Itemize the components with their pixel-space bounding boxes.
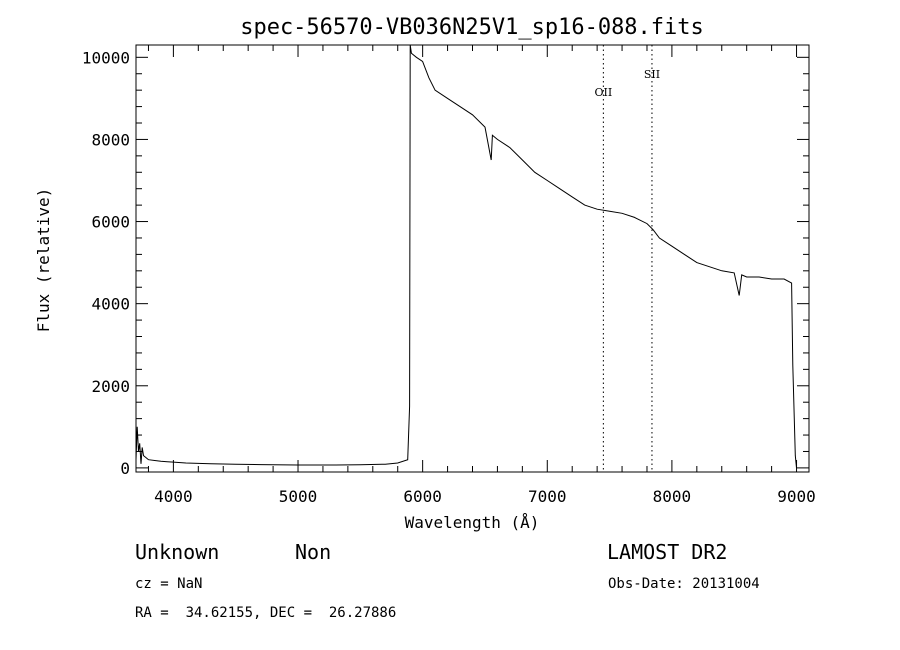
observation-date: Obs-Date: 20131004 bbox=[608, 576, 760, 592]
spectrum-series bbox=[135, 44, 797, 468]
redshift-cz: cz = NaN bbox=[135, 576, 203, 592]
x-tick-label: 7000 bbox=[528, 487, 567, 506]
x-tick-label: 9000 bbox=[777, 487, 816, 506]
x-axis-ticks: 4000 5000 6000 7000 8000 9000 bbox=[147, 45, 816, 506]
y-axis-ticks: 0 2000 4000 6000 8000 10000 bbox=[82, 48, 809, 478]
x-tick-label: 5000 bbox=[279, 487, 318, 506]
chart-title: spec-56570-VB036N25V1_sp16-088.fits bbox=[240, 15, 704, 40]
y-tick-label: 6000 bbox=[91, 213, 130, 232]
object-class: Unknown bbox=[135, 540, 220, 564]
plot-frame bbox=[135, 44, 810, 473]
x-tick-label: 6000 bbox=[403, 487, 442, 506]
object-subclass: Non bbox=[295, 540, 332, 564]
reference-lines: OII SII bbox=[595, 45, 660, 472]
x-tick-label: 4000 bbox=[154, 487, 193, 506]
spectrum-line bbox=[135, 44, 797, 468]
y-tick-label: 4000 bbox=[91, 295, 130, 314]
reference-line-label: OII bbox=[595, 86, 613, 99]
y-tick-label: 8000 bbox=[91, 130, 130, 149]
y-tick-label: 0 bbox=[120, 459, 130, 478]
survey-name: LAMOST DR2 bbox=[607, 540, 728, 564]
x-axis-label: Wavelength (Å) bbox=[405, 513, 540, 532]
ra-dec-coordinates: RA = 34.62155, DEC = 26.27886 bbox=[135, 605, 397, 621]
y-tick-label: 2000 bbox=[91, 377, 130, 396]
y-axis-label: Flux (relative) bbox=[34, 188, 53, 333]
x-tick-label: 8000 bbox=[653, 487, 692, 506]
plot-border bbox=[135, 44, 810, 473]
reference-line-label: SII bbox=[644, 68, 660, 81]
y-tick-label: 10000 bbox=[82, 48, 130, 67]
